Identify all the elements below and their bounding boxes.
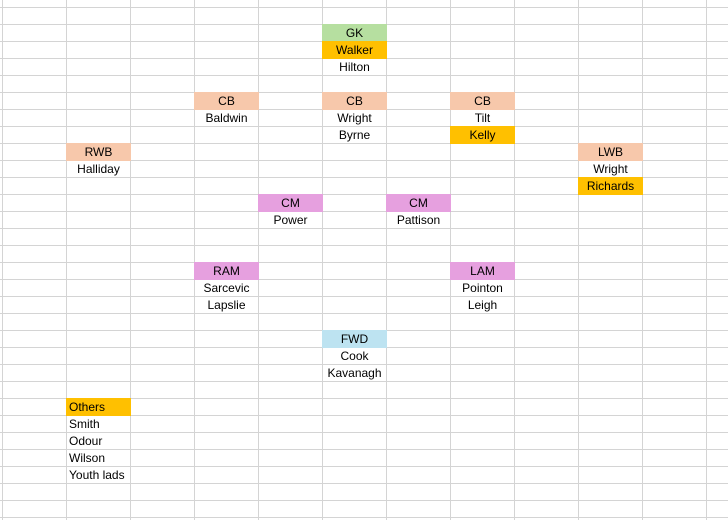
grid-column-line (706, 0, 707, 520)
grid-row-line (0, 296, 728, 297)
grid-row-line (0, 364, 728, 365)
grid-row-line (0, 262, 728, 263)
grid-row-line (0, 500, 728, 501)
cell-cm-left-header[interactable]: CM (258, 194, 323, 212)
cell-ram-header[interactable]: RAM (194, 262, 259, 280)
cell-gk-header[interactable]: GK (322, 24, 387, 42)
grid-row-line (0, 398, 728, 399)
grid-column-line (258, 0, 259, 520)
cell-others-wilson[interactable]: Wilson (69, 451, 106, 465)
grid-column-line (66, 0, 67, 520)
grid-row-line (0, 279, 728, 280)
grid-row-line (0, 75, 728, 76)
cell-rwb-halliday[interactable]: Halliday (77, 162, 120, 176)
grid-column-line (514, 0, 515, 520)
cell-lwb-header[interactable]: LWB (578, 143, 643, 161)
cell-cb-right-kelly[interactable]: Kelly (450, 126, 515, 144)
cell-ram-sarcevic[interactable]: Sarcevic (203, 281, 250, 295)
cell-others-odour[interactable]: Odour (69, 434, 103, 448)
cell-cb-centre-header[interactable]: CB (322, 92, 387, 110)
cell-lam-pointon[interactable]: Pointon (462, 281, 503, 295)
grid-row-line (0, 313, 728, 314)
grid-row-line (0, 126, 728, 127)
cell-fwd-kavanagh[interactable]: Kavanagh (327, 366, 382, 380)
cell-others-smith[interactable]: Smith (69, 417, 100, 431)
cell-others-header[interactable]: Others (66, 398, 131, 416)
cell-fwd-header[interactable]: FWD (322, 330, 387, 348)
cell-gk-hilton[interactable]: Hilton (339, 60, 370, 74)
cell-others-youth-lads[interactable]: Youth lads (69, 468, 125, 482)
grid-row-line (0, 211, 728, 212)
grid-row-line (0, 228, 728, 229)
cell-cm-right-header[interactable]: CM (386, 194, 451, 212)
grid-row-line (0, 177, 728, 178)
grid-row-line (0, 415, 728, 416)
cell-ram-lapslie[interactable]: Lapslie (207, 298, 246, 312)
grid-row-line (0, 194, 728, 195)
grid-row-line (0, 432, 728, 433)
cell-lam-header[interactable]: LAM (450, 262, 515, 280)
grid-column-line (2, 0, 3, 520)
cell-lwb-wright[interactable]: Wright (593, 162, 628, 176)
cell-cb-right-tilt[interactable]: Tilt (474, 111, 491, 125)
cell-cb-left-baldwin[interactable]: Baldwin (205, 111, 248, 125)
grid-row-line (0, 466, 728, 467)
grid-row-line (0, 449, 728, 450)
grid-column-line (450, 0, 451, 520)
cell-lwb-richards[interactable]: Richards (578, 177, 643, 195)
grid-row-line (0, 245, 728, 246)
cell-cb-right-header[interactable]: CB (450, 92, 515, 110)
grid-column-line (386, 0, 387, 520)
grid-column-line (322, 0, 323, 520)
cell-cb-centre-byrne[interactable]: Byrne (338, 128, 371, 142)
cell-gk-walker[interactable]: Walker (322, 41, 387, 59)
grid-row-line (0, 160, 728, 161)
grid-column-line (578, 0, 579, 520)
grid-row-line (0, 143, 728, 144)
cell-fwd-cook[interactable]: Cook (340, 349, 369, 363)
grid-column-line (130, 0, 131, 520)
grid-column-line (642, 0, 643, 520)
cell-lam-leigh[interactable]: Leigh (467, 298, 498, 312)
cell-cm-left-power[interactable]: Power (273, 213, 308, 227)
grid-row-line (0, 483, 728, 484)
grid-column-line (194, 0, 195, 520)
cell-cb-centre-wright[interactable]: Wright (337, 111, 372, 125)
grid-row-line (0, 7, 728, 8)
grid-row-line (0, 381, 728, 382)
cell-cm-right-pattison[interactable]: Pattison (396, 213, 441, 227)
cell-rwb-header[interactable]: RWB (66, 143, 131, 161)
grid-row-line (0, 517, 728, 518)
cell-cb-left-header[interactable]: CB (194, 92, 259, 110)
